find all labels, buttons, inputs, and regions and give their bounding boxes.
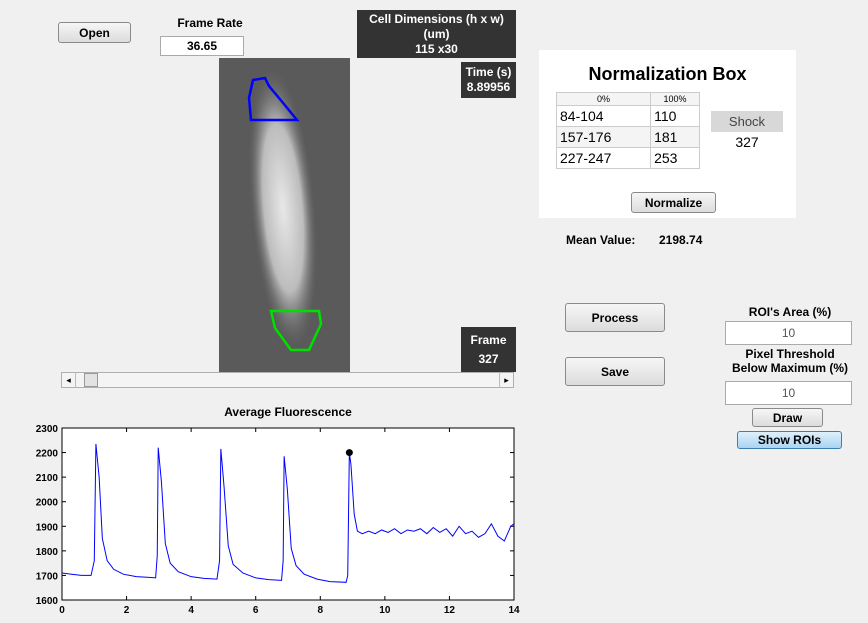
x-tick-label: 8 (318, 605, 324, 616)
shock-value: 327 (711, 134, 783, 150)
frame-slider[interactable]: ◂ ▸ (61, 372, 514, 388)
pixel-threshold-label: Pixel Threshold Below Maximum (%) (705, 347, 868, 375)
y-tick-label: 1700 (36, 571, 59, 582)
frame-value: 327 (461, 350, 516, 369)
y-tick-label: 1900 (36, 522, 59, 533)
slider-thumb[interactable] (84, 373, 98, 387)
y-tick-label: 2200 (36, 449, 59, 460)
x-tick-label: 10 (379, 605, 391, 616)
x-tick-label: 2 (124, 605, 130, 616)
x-tick-label: 12 (444, 605, 456, 616)
normalization-title: Normalization Box (539, 64, 796, 85)
slider-right-arrow[interactable]: ▸ (499, 373, 513, 387)
time-value: 8.89956 (461, 80, 516, 95)
x-tick-label: 4 (188, 605, 194, 616)
plot-area (62, 428, 514, 600)
cell[interactable]: 84-104 (557, 106, 651, 127)
pixel-threshold-line: Pixel Threshold (705, 347, 868, 361)
pixel-threshold-line: Below Maximum (%) (705, 361, 868, 375)
x-tick-label: 14 (508, 605, 520, 616)
x-tick-label: 6 (253, 605, 259, 616)
column-header: 100% (651, 93, 700, 106)
x-tick-label: 0 (59, 605, 65, 616)
mean-value-label: Mean Value: (566, 233, 635, 247)
cell[interactable]: 181 (651, 127, 700, 148)
cell-dimensions-label: Cell Dimensions (h x w) (357, 12, 516, 27)
cell-dimensions-value: 115 x30 (357, 42, 516, 57)
cell-image (219, 58, 350, 372)
cell[interactable]: 227-247 (557, 148, 651, 169)
cell[interactable]: 110 (651, 106, 700, 127)
frame-rate-label: Frame Rate (160, 16, 260, 30)
cell[interactable]: 253 (651, 148, 700, 169)
normalize-button[interactable]: Normalize (631, 192, 716, 213)
app-window: Open Frame Rate 36.65 Cell Dimensions (h… (0, 0, 868, 623)
frame-box: Frame 327 (461, 327, 516, 372)
roi-area-input[interactable]: 10 (725, 321, 852, 345)
save-button[interactable]: Save (565, 357, 665, 386)
mean-value: 2198.74 (659, 233, 702, 247)
cell-dimensions-unit: (um) (357, 27, 516, 42)
shock-label: Shock (711, 111, 783, 132)
chart-title: Average Fluorescence (224, 405, 352, 419)
y-tick-label: 1600 (36, 596, 59, 607)
pixel-threshold-input[interactable]: 10 (725, 381, 852, 405)
column-header: 0% (557, 93, 651, 106)
y-tick-label: 2000 (36, 498, 59, 509)
cell-dimensions-box: Cell Dimensions (h x w) (um) 115 x30 (357, 10, 516, 58)
slider-left-arrow[interactable]: ◂ (62, 373, 76, 387)
roi-area-label: ROI's Area (%) (715, 305, 865, 319)
y-tick-label: 2300 (36, 424, 59, 435)
open-button[interactable]: Open (58, 22, 131, 43)
chart: Average Fluorescence 1600 1700 1800 1900 200… (0, 400, 540, 623)
y-tick-label: 2100 (36, 473, 59, 484)
time-box: Time (s) 8.89956 (461, 62, 516, 98)
show-rois-button[interactable]: Show ROIs (737, 431, 842, 449)
draw-button[interactable]: Draw (752, 408, 823, 427)
y-tick-label: 1800 (36, 547, 59, 558)
cell[interactable]: 157-176 (557, 127, 651, 148)
process-button[interactable]: Process (565, 303, 665, 332)
time-label: Time (s) (461, 65, 516, 80)
frame-label: Frame (461, 331, 516, 350)
current-frame-marker (346, 449, 353, 456)
frame-rate-input[interactable]: 36.65 (160, 36, 244, 56)
